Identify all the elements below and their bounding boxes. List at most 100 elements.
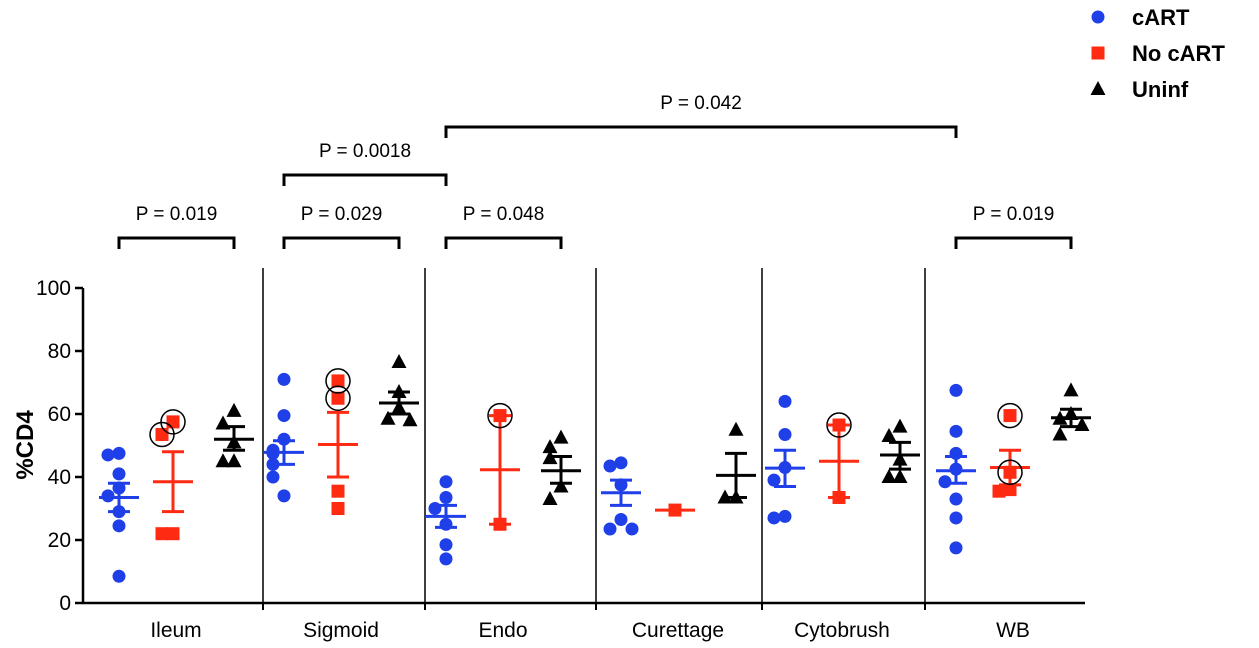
data-point-square (331, 374, 345, 388)
p-value-label: P = 0.019 (136, 204, 218, 225)
axes: 0 20 40 60 80 100 %CD4 Ileum Sigmoid Endo Curettag… (12, 277, 1085, 642)
data-point-triangle (402, 412, 418, 427)
data-point-triangle (553, 478, 569, 493)
data-point-triangle (892, 469, 908, 483)
data-point-triangle (892, 418, 908, 433)
significance-bracket (282, 236, 401, 249)
data-point-circle (112, 519, 126, 533)
data-point-circle (1091, 10, 1105, 24)
data-point-circle (778, 394, 792, 408)
data-point-triangle (881, 469, 897, 483)
data-point-triangle (226, 402, 242, 417)
data-point-circle (778, 427, 792, 441)
p-value-label: P = 0.0018 (319, 141, 411, 162)
data-point-circle (938, 475, 952, 489)
category-label: Curettage (632, 619, 724, 642)
y-tick-label: 60 (48, 403, 71, 426)
data-point-triangle (226, 453, 242, 468)
data-marks (99, 354, 1091, 583)
data-point-triangle (1063, 382, 1079, 397)
data-point-triangle (1052, 426, 1068, 441)
highlight-ring (149, 421, 175, 448)
category-label: Endo (478, 619, 527, 642)
data-point-square (166, 527, 180, 541)
data-point-circle (614, 513, 628, 527)
data-point-circle (949, 383, 963, 397)
y-tick-label: 80 (48, 340, 71, 363)
highlight-ring (487, 402, 513, 429)
data-point-square (155, 527, 169, 541)
data-point-circle (949, 492, 963, 506)
significance-bracket (282, 173, 448, 186)
data-point-circle (439, 490, 453, 504)
p-value-label: P = 0.048 (463, 204, 545, 225)
legend-label: Uninf (1132, 77, 1189, 102)
category-label: WB (996, 619, 1030, 642)
data-point-circle (778, 509, 792, 523)
data-point-circle (277, 372, 291, 386)
data-point-square (166, 415, 180, 429)
data-point-circle (949, 541, 963, 555)
data-point-circle (603, 459, 617, 473)
data-point-triangle (542, 491, 558, 506)
highlight-ring (325, 368, 351, 394)
y-tick-label: 40 (48, 466, 71, 489)
significance-brackets: P = 0.019 P = 0.029 P = 0.048 P = 0.019 P = … (117, 93, 1073, 249)
data-point-circle (949, 511, 963, 525)
highlight-ring (826, 412, 852, 438)
category-label: Sigmoid (303, 619, 379, 642)
data-point-circle (277, 432, 291, 446)
data-point-circle (614, 456, 628, 470)
data-point-triangle (380, 410, 396, 425)
data-point-circle (277, 409, 291, 423)
highlight-ring (997, 402, 1023, 429)
data-point-square (331, 391, 345, 405)
y-axis-label: %CD4 (12, 410, 39, 480)
significance-bracket (954, 236, 1073, 249)
data-point-circle (277, 489, 291, 503)
data-point-circle (603, 522, 617, 536)
data-point-triangle (553, 429, 569, 444)
data-point-circle (112, 446, 126, 460)
category-label: Ileum (150, 619, 201, 642)
data-point-square (992, 484, 1006, 498)
data-point-circle (949, 424, 963, 438)
data-point-circle (439, 552, 453, 566)
data-point-circle (767, 473, 781, 487)
data-point-triangle (391, 354, 407, 369)
data-point-triangle (728, 421, 744, 436)
significance-bracket (117, 236, 236, 249)
data-point-triangle (1090, 81, 1106, 95)
highlight-ring (325, 385, 351, 411)
data-point-triangle (542, 439, 558, 454)
p-value-label: P = 0.042 (660, 93, 742, 114)
data-point-square (331, 502, 345, 515)
data-point-square (155, 427, 169, 441)
data-point-square (331, 484, 345, 498)
legend-label: cART (1132, 5, 1190, 30)
data-point-circle (112, 467, 126, 481)
data-point-circle (625, 522, 639, 536)
data-point-circle (439, 475, 453, 489)
y-tick-label: 100 (36, 277, 71, 300)
legend-label: No cART (1132, 41, 1225, 66)
p-value-label: P = 0.019 (973, 204, 1055, 225)
legend: cART No cART Uninf (1090, 5, 1225, 102)
y-tick-label: 0 (59, 592, 71, 615)
highlight-ring (997, 459, 1023, 486)
data-point-circle (101, 489, 115, 503)
data-point-triangle (215, 453, 231, 468)
category-label: Cytobrush (794, 619, 890, 642)
data-point-circle (112, 569, 126, 583)
data-point-circle (439, 538, 453, 552)
data-point-triangle (881, 428, 897, 443)
data-point-square (1091, 46, 1105, 60)
data-point-circle (101, 448, 115, 462)
significance-bracket (444, 236, 563, 249)
y-tick-label: 20 (48, 529, 71, 552)
group-separators (262, 268, 926, 603)
significance-bracket (444, 125, 958, 138)
data-point-circle (266, 470, 280, 484)
data-point-square (1003, 409, 1017, 423)
